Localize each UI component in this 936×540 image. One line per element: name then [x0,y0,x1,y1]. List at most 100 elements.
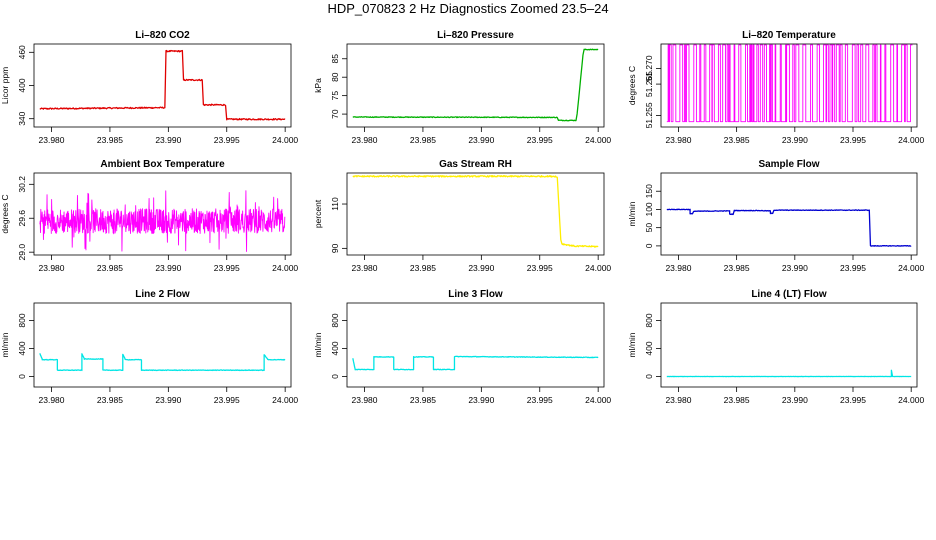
plot-frame [33,172,292,256]
x-tick-label: 23.990 [468,135,494,145]
panel-title: Gas Stream RH [439,159,512,170]
y-tick-label: 29.0 [17,244,27,261]
y-tick-label: 30.2 [17,176,27,193]
chart-line2: Line 2 Flow ml/min 23.980 23.985 23.990 23.99… [0,289,298,405]
chart-line3: Line 3 Flow ml/min 23.980 23.985 23.990 23.99… [313,289,611,405]
chart-co2: Li–820 CO2 Licor ppm 23.980 23.985 23.990 23.… [0,30,298,145]
y-tick-label: 51.270 [644,55,654,81]
y-axis-label: degrees C [0,194,10,233]
x-tick-label: 24.000 [585,395,611,405]
x-tick-label: 23.995 [214,395,240,405]
x-tick-label: 23.985 [97,135,123,145]
x-tick-label: 23.985 [724,395,750,405]
y-tick-label: 400 [330,341,340,355]
y-tick-label: 0 [330,374,340,379]
panel-title: Li–820 Pressure [437,30,514,41]
x-tick-label: 23.985 [97,263,123,273]
x-tick-label: 23.990 [155,135,181,145]
y-tick-label: 85 [330,54,340,64]
x-tick-label: 23.980 [39,135,65,145]
panel-title: Line 2 Flow [135,289,190,300]
x-tick-label: 23.995 [840,395,866,405]
plot-frame [660,302,918,388]
chart-rh: Gas Stream RH percent 23.980 23.985 23.990 23… [313,159,611,273]
x-tick-label: 23.980 [352,263,378,273]
x-tick-label: 24.000 [585,263,611,273]
y-tick-label: 460 [17,45,27,59]
x-tick-label: 24.000 [272,395,298,405]
x-tick-label: 23.995 [527,395,553,405]
plot-frame [33,43,292,128]
series-line [39,353,286,372]
y-tick-label: 400 [17,341,27,355]
x-tick-label: 23.985 [410,263,436,273]
plot-frame [346,43,605,128]
y-tick-label: 0 [644,243,654,248]
x-tick-label: 23.985 [724,263,750,273]
y-tick-label: 110 [330,197,340,211]
x-tick-label: 23.990 [155,395,181,405]
y-axis-label: percent [313,199,323,228]
x-tick-label: 23.980 [39,263,65,273]
series-line [352,48,599,122]
x-tick-label: 23.990 [155,263,181,273]
y-tick-label: 400 [644,341,654,355]
y-tick-label: 800 [644,313,654,327]
series-line [666,208,912,247]
page-title: HDP_070823 2 Hz Diagnostics Zoomed 23.5–… [327,1,609,16]
y-tick-label: 400 [17,78,27,92]
y-axis-label: ml/min [627,201,637,226]
x-tick-label: 23.980 [665,395,691,405]
y-tick-label: 150 [644,184,654,198]
x-tick-label: 23.985 [97,395,123,405]
y-tick-label: 0 [644,374,654,379]
x-tick-label: 23.980 [665,135,691,145]
x-tick-label: 23.980 [352,135,378,145]
series-line [39,49,286,121]
x-tick-label: 23.995 [527,135,553,145]
panel-title: Line 4 (LT) Flow [751,289,827,300]
y-tick-label: 70 [330,109,340,119]
panel-title: Li–820 Temperature [742,30,836,41]
y-tick-label: 340 [17,111,27,125]
y-tick-label: 29.6 [17,210,27,227]
y-tick-label: 90 [330,243,340,253]
chart-licor_temp: Li–820 Temperature degrees C 23.980 23.985 2… [627,30,924,145]
plot-frame [33,302,292,388]
plot-frame [660,172,918,256]
x-tick-label: 23.990 [782,395,808,405]
x-tick-label: 23.995 [527,263,553,273]
x-tick-label: 23.985 [410,135,436,145]
panel-title: Line 3 Flow [448,289,503,300]
x-tick-label: 23.990 [782,263,808,273]
x-tick-label: 23.990 [468,263,494,273]
x-tick-label: 23.980 [665,263,691,273]
x-tick-label: 23.980 [352,395,378,405]
chart-pressure: Li–820 Pressure kPa 23.980 23.985 23.990 23.9… [313,30,611,145]
y-tick-label: 100 [644,202,654,216]
y-axis-label: Licor ppm [0,67,10,104]
y-axis-label: ml/min [0,332,10,357]
series-line [666,44,913,123]
x-tick-label: 24.000 [898,263,924,273]
x-tick-label: 24.000 [272,263,298,273]
y-tick-label: 80 [330,72,340,82]
y-axis-label: kPa [313,78,323,93]
y-tick-label: 50 [644,223,654,233]
x-tick-label: 23.985 [724,135,750,145]
y-tick-label: 75 [330,91,340,101]
y-tick-label: 800 [330,313,340,327]
panel-title: Ambient Box Temperature [100,159,225,170]
y-axis-label: ml/min [313,332,323,357]
plot-frame [346,172,605,256]
x-tick-label: 23.990 [468,395,494,405]
series-line [352,355,599,371]
series-line [352,175,599,248]
chart-line4: Line 4 (LT) Flow ml/min 23.980 23.985 23.990… [627,289,924,405]
y-tick-label: 51.255 [644,102,654,128]
x-tick-label: 24.000 [898,135,924,145]
series-line [666,369,912,378]
x-tick-label: 24.000 [898,395,924,405]
y-axis-label: ml/min [627,332,637,357]
